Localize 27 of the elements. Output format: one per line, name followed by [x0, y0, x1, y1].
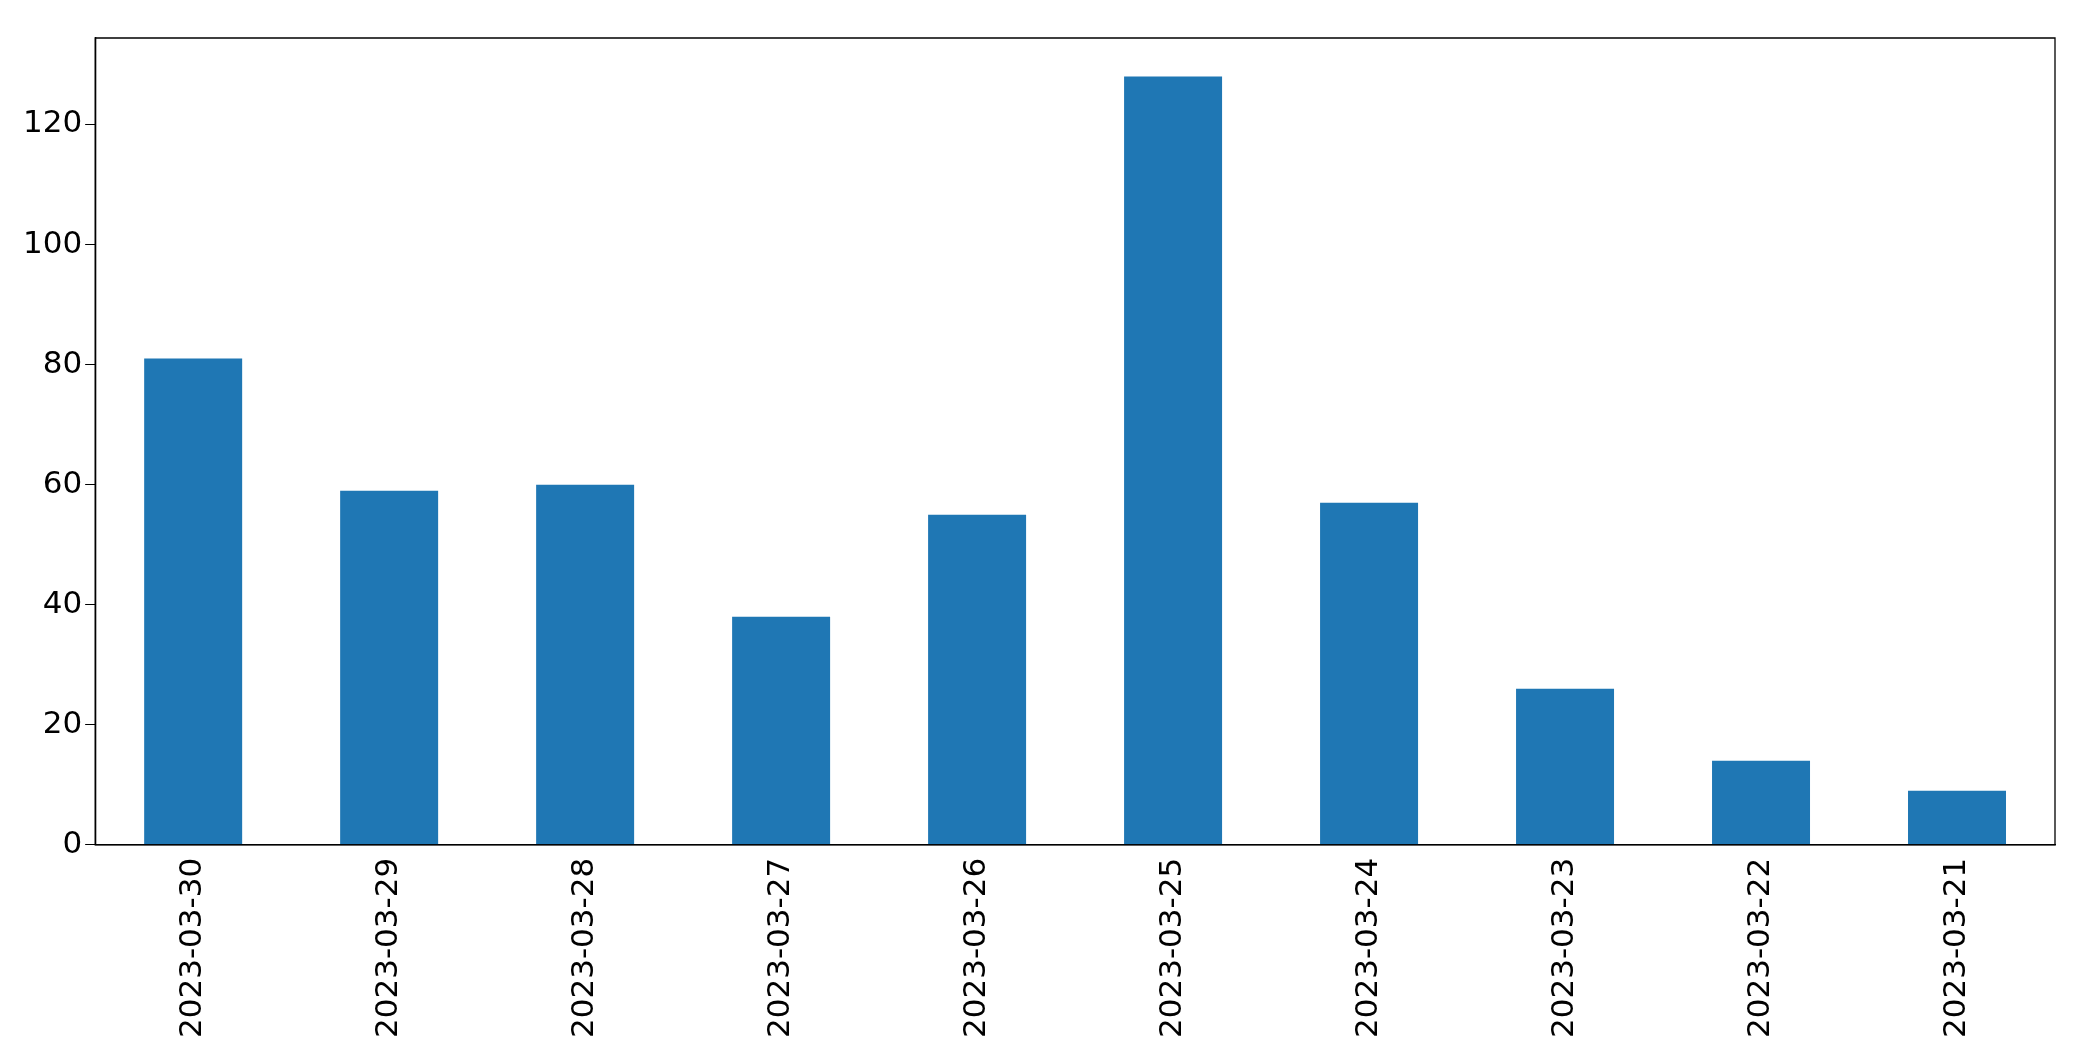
- x-tick-label: 2023-03-27: [760, 857, 797, 1039]
- y-tick-label: 40: [42, 583, 83, 620]
- x-tick-label: 2023-03-23: [1544, 857, 1581, 1039]
- bar: [1712, 760, 1811, 845]
- bar: [144, 358, 243, 845]
- x-tick-label: 2023-03-22: [1740, 857, 1777, 1039]
- bar: [732, 616, 831, 845]
- y-tick-label: 20: [42, 703, 83, 740]
- x-tick-label: 2023-03-24: [1348, 857, 1385, 1039]
- y-tick-label: 120: [23, 103, 83, 140]
- y-tick-label: 100: [23, 223, 83, 260]
- bar: [536, 484, 635, 845]
- bar: [1320, 502, 1419, 845]
- x-tick-label: 2023-03-25: [1152, 857, 1189, 1039]
- y-tick-label: 0: [62, 823, 83, 860]
- x-tick-label: 2023-03-29: [368, 857, 405, 1039]
- x-tick-label: 2023-03-28: [564, 857, 601, 1039]
- y-tick-label: 60: [42, 463, 83, 500]
- x-tick-label: 2023-03-26: [956, 857, 993, 1039]
- x-tick-label: 2023-03-30: [172, 857, 209, 1039]
- bar: [1908, 790, 2006, 845]
- bar: [1124, 76, 1223, 845]
- bar: [1516, 688, 1615, 845]
- y-tick-label: 80: [42, 343, 83, 380]
- x-tick-label: 2023-03-21: [1936, 857, 1973, 1039]
- bar: [928, 514, 1027, 845]
- bar: [340, 490, 439, 845]
